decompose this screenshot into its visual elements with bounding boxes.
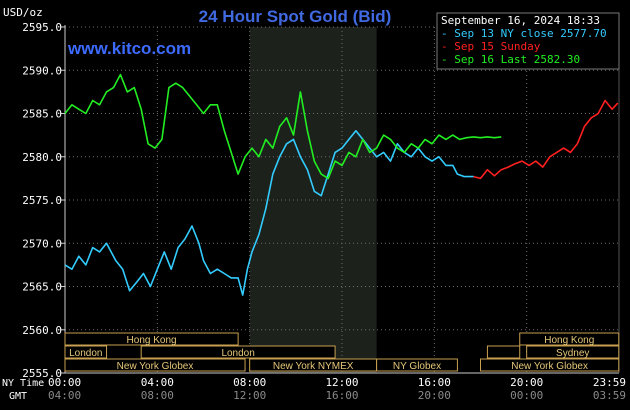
series-line-2 (473, 99, 619, 180)
y-tick-label: 2575.0 (22, 194, 62, 207)
chart-title: 24 Hour Spot Gold (Bid) (199, 7, 392, 26)
market-sessions: Hong Kong Hong Kong London London Sydney New … (64, 332, 620, 372)
session-bar (480, 358, 620, 372)
gmt-label: GMT (9, 391, 27, 402)
legend: September 16, 2024 18:33 - Sep 13 NY clo… (436, 12, 620, 70)
legend-entry: - Sep 15 Sunday (441, 40, 541, 53)
session-bar (376, 358, 458, 372)
y-tick-label: 2580.0 (22, 151, 62, 164)
legend-box (436, 12, 620, 70)
session-label: NY Globex (393, 361, 441, 372)
x-tick-label-gmt: 16:00 (325, 389, 358, 402)
y-tick-label: 2585.0 (22, 108, 62, 121)
legend-entry: - Sep 16 Last 2582.30 (441, 53, 580, 66)
y-tick-label: 2590.0 (22, 64, 62, 77)
series-line-3 (64, 73, 502, 180)
x-tick-label-gmt: 20:00 (418, 389, 451, 402)
x-tick-label-gmt: 03:59 (593, 389, 626, 402)
x-tick-label-gmt: 08:00 (141, 389, 174, 402)
y-axis-label: USD/oz (3, 6, 43, 19)
plot-frame (64, 25, 620, 374)
x-tick-label-ny: 04:00 (141, 376, 174, 389)
session-label: Hong Kong (127, 335, 177, 346)
y-tick-label: 2595.0 (22, 21, 62, 34)
session-bar (64, 358, 246, 372)
y-tick-label: 2570.0 (22, 237, 62, 250)
session-bar (526, 345, 620, 359)
x-tick-label-ny: 12:00 (325, 376, 358, 389)
session-bar (64, 345, 108, 359)
x-tick-label-ny: 16:00 (418, 376, 451, 389)
y-tick-label: 2555.0 (22, 367, 62, 380)
session-label: New York Globex (117, 361, 194, 372)
session-label: London (69, 348, 102, 359)
legend-entry: - Sep 13 NY close 2577.70 (441, 27, 607, 40)
x-tick-label-gmt: 00:00 (510, 389, 543, 402)
legend-entries: - Sep 13 NY close 2577.70- Sep 15 Sunday… (441, 27, 607, 66)
x-tick-label-ny: 20:00 (510, 376, 543, 389)
session-label: Sydney (556, 348, 589, 359)
session-label: New York Globex (511, 361, 588, 372)
series-lines (64, 73, 619, 296)
session-bar (140, 345, 336, 359)
y-tick-label: 2560.0 (22, 324, 62, 337)
session-label: London (221, 348, 254, 359)
x-ticks: 00:0004:0004:0008:0008:0012:0012:0016:00… (48, 376, 626, 402)
session-label: Hong Kong (544, 335, 594, 346)
session-bar (64, 332, 239, 346)
x-tick-label-ny: 23:59 (593, 376, 626, 389)
legend-date: September 16, 2024 18:33 (441, 14, 600, 27)
watermark: www.kitco.com (67, 39, 191, 58)
y-ticks: 2595.0 2590.0 2585.0 2580.0 2575.0 2570.0 2565… (22, 21, 65, 380)
session-label: New York NYMEX (273, 361, 354, 372)
y-tick-label: 2565.0 (22, 281, 62, 294)
session-bar (486, 345, 521, 359)
session-bar (519, 332, 620, 346)
x-tick-label-ny: 00:00 (48, 376, 81, 389)
ny-time-label: NY Time (2, 378, 44, 389)
x-tick-label-gmt: 04:00 (48, 389, 81, 402)
x-tick-label-gmt: 12:00 (233, 389, 266, 402)
x-tick-label-ny: 08:00 (233, 376, 266, 389)
